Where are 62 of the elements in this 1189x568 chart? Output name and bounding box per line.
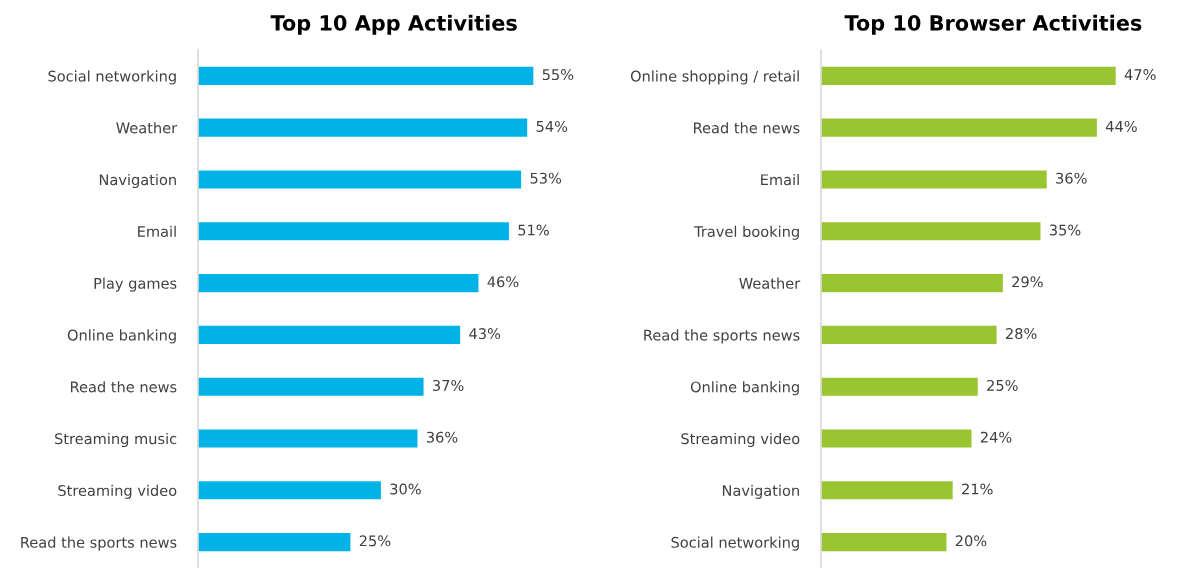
y-tick-label: Email — [138, 225, 176, 238]
y-tick-label: Streaming video — [58, 484, 177, 499]
y-tick-label: Navigation — [99, 173, 176, 189]
y-tick-label: Email — [761, 173, 799, 186]
data-label: 43% — [469, 328, 501, 340]
bar — [197, 481, 381, 500]
y-tick-label: Read the sports news — [644, 329, 800, 344]
data-label: 47% — [1124, 69, 1156, 81]
y-tick-label: Read the news — [70, 381, 177, 393]
bar — [821, 274, 1003, 293]
data-label: 25% — [987, 379, 1018, 391]
data-label: 55% — [542, 69, 574, 81]
bar — [821, 118, 1097, 137]
y-tick-label: Streaming video — [681, 432, 800, 448]
data-label: 35% — [1049, 224, 1081, 236]
bar — [821, 325, 997, 344]
bar — [197, 533, 351, 552]
bar — [821, 481, 953, 500]
data-label: 25% — [359, 535, 391, 547]
data-label: 54% — [536, 120, 568, 132]
data-label: 20% — [955, 535, 987, 547]
bar — [197, 429, 418, 448]
y-tick-label: Read the news — [694, 122, 800, 134]
y-tick-label: Read the sports news — [21, 536, 177, 551]
chart-title: Top 10 Browser Activities — [844, 14, 1142, 35]
data-label: 44% — [1105, 120, 1137, 132]
bar — [197, 325, 461, 344]
bar — [821, 170, 1047, 189]
data-label: 36% — [426, 431, 458, 443]
data-label: 21% — [962, 483, 993, 495]
bar — [821, 429, 972, 448]
y-tick-label: Travel booking — [694, 225, 799, 240]
data-label: 37% — [433, 379, 464, 391]
y-tick-label: Weather — [116, 122, 178, 134]
bar — [197, 170, 522, 189]
data-label: 30% — [390, 483, 421, 495]
bar — [821, 66, 1116, 85]
data-label: 28% — [1005, 328, 1037, 340]
bar — [197, 66, 534, 85]
bar — [197, 377, 424, 396]
y-tick-label: Online shopping / retail — [630, 70, 799, 85]
data-label: 29% — [1012, 276, 1043, 288]
data-label: 53% — [530, 172, 562, 184]
y-tick-label: Play games — [94, 277, 177, 292]
y-tick-label: Weather — [739, 277, 801, 289]
y-tick-label: Online banking — [690, 381, 799, 396]
bar — [197, 118, 528, 137]
bar — [197, 274, 479, 293]
y-tick-label: Social networking — [671, 536, 799, 551]
y-tick-label: Streaming music — [55, 432, 177, 448]
chart-title: Top 10 App Activities — [270, 14, 517, 35]
bar — [197, 222, 509, 241]
data-label: 51% — [518, 224, 549, 236]
y-tick-label: Social networking — [48, 70, 176, 85]
bar — [821, 533, 947, 552]
y-tick-label: Navigation — [722, 484, 799, 499]
y-tick-label: Online banking — [67, 329, 176, 344]
data-label: 24% — [980, 431, 1012, 443]
data-label: 36% — [1056, 172, 1087, 184]
bar — [821, 377, 978, 396]
bar — [821, 222, 1041, 241]
data-label: 46% — [487, 276, 519, 288]
